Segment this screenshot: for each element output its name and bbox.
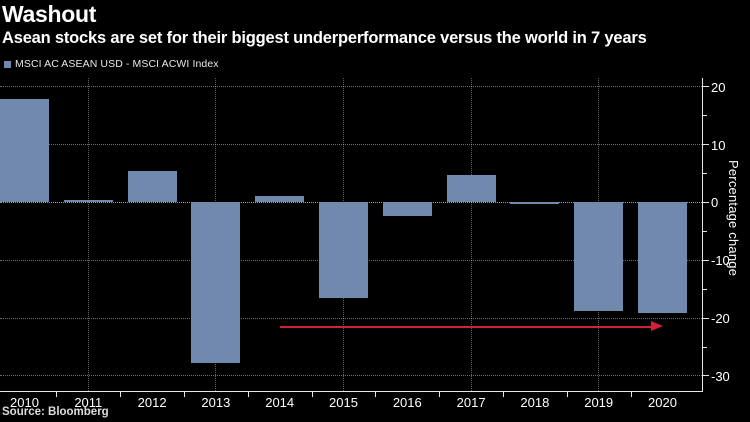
x-tick-label-2013: 2013: [201, 395, 231, 410]
x-tick-label-2012: 2012: [137, 395, 167, 410]
y-major-tick--10: [703, 259, 709, 261]
x-tick-label-2019: 2019: [584, 395, 614, 410]
y-major-tick--30: [703, 375, 709, 377]
chart-subtitle: Asean stocks are set for their biggest u…: [2, 29, 647, 47]
x-tick-label-2020: 2020: [648, 395, 677, 410]
x-tick-0: [56, 392, 58, 397]
x-tick-label-2018: 2018: [520, 395, 550, 410]
y-tick-label--30: -30: [711, 368, 730, 384]
y-minor-tick--25: [703, 346, 707, 348]
x-tick-label-2014: 2014: [265, 395, 295, 410]
x-tick-label-2016: 2016: [392, 395, 422, 410]
x-tick-3: [247, 392, 249, 397]
y-major-tick--20: [703, 317, 709, 319]
y-minor-tick-5: [703, 172, 707, 174]
source-note: Source: Bloomberg: [2, 406, 109, 418]
chart-title: Washout: [2, 1, 97, 27]
y-tick-label-20: 20: [711, 79, 726, 95]
bar-2014: [255, 196, 305, 203]
x-tick-label-2010: 2010: [10, 395, 39, 410]
gridline-y-10: [0, 144, 702, 146]
x-tick-8: [566, 392, 568, 397]
x-tick-5: [375, 392, 377, 397]
bar-2018: [510, 202, 560, 204]
y-tick-label-10: 10: [711, 137, 726, 153]
y-minor-tick--5: [703, 230, 707, 232]
bar-2015: [319, 202, 368, 299]
x-tick-6: [439, 392, 441, 397]
y-tick-label--20: -20: [711, 311, 730, 327]
y-major-tick-20: [703, 86, 709, 88]
x-axis-line: [0, 391, 703, 392]
y-minor-tick--15: [703, 288, 707, 290]
y-minor-tick-15: [703, 115, 707, 117]
gridline-x-2011: [87, 78, 89, 391]
x-tick-1: [120, 392, 122, 397]
bar-2012: [127, 170, 177, 203]
gridline-y-20: [0, 86, 702, 88]
bar-2020: [638, 202, 687, 314]
bar-2010: [0, 99, 49, 203]
y-tick-label--10: -10: [711, 253, 730, 269]
y-major-tick-0: [703, 201, 709, 203]
x-tick-7: [503, 392, 504, 397]
gridline-x-2017: [470, 78, 472, 391]
gridline-y--20: [0, 317, 702, 319]
gridline-y--30: [0, 375, 702, 377]
bar-2017: [446, 175, 496, 203]
bar-2019: [574, 202, 624, 311]
y-axis-line: [702, 78, 703, 392]
y-major-tick-10: [703, 144, 709, 146]
y-tick-label-0: 0: [711, 195, 719, 211]
annotation-arrow-head-icon: [650, 321, 663, 332]
bar-2013: [191, 202, 241, 363]
bar-2016: [382, 202, 432, 217]
bar-2011: [63, 200, 113, 203]
y-axis-label: Percentage change: [726, 160, 741, 277]
x-tick-label-2015: 2015: [329, 395, 358, 410]
legend-swatch-icon: [4, 60, 11, 68]
x-tick-9: [630, 392, 632, 397]
legend-label: MSCI AC ASEAN USD - MSCI ACWI Index: [15, 58, 219, 70]
legend: MSCI AC ASEAN USD - MSCI ACWI Index: [4, 58, 219, 70]
x-tick-label-2017: 2017: [456, 395, 486, 410]
x-tick-label-2011: 2011: [74, 395, 103, 410]
x-tick-4: [311, 392, 313, 397]
annotation-arrow-line: [279, 325, 653, 328]
x-tick-2: [184, 392, 185, 397]
